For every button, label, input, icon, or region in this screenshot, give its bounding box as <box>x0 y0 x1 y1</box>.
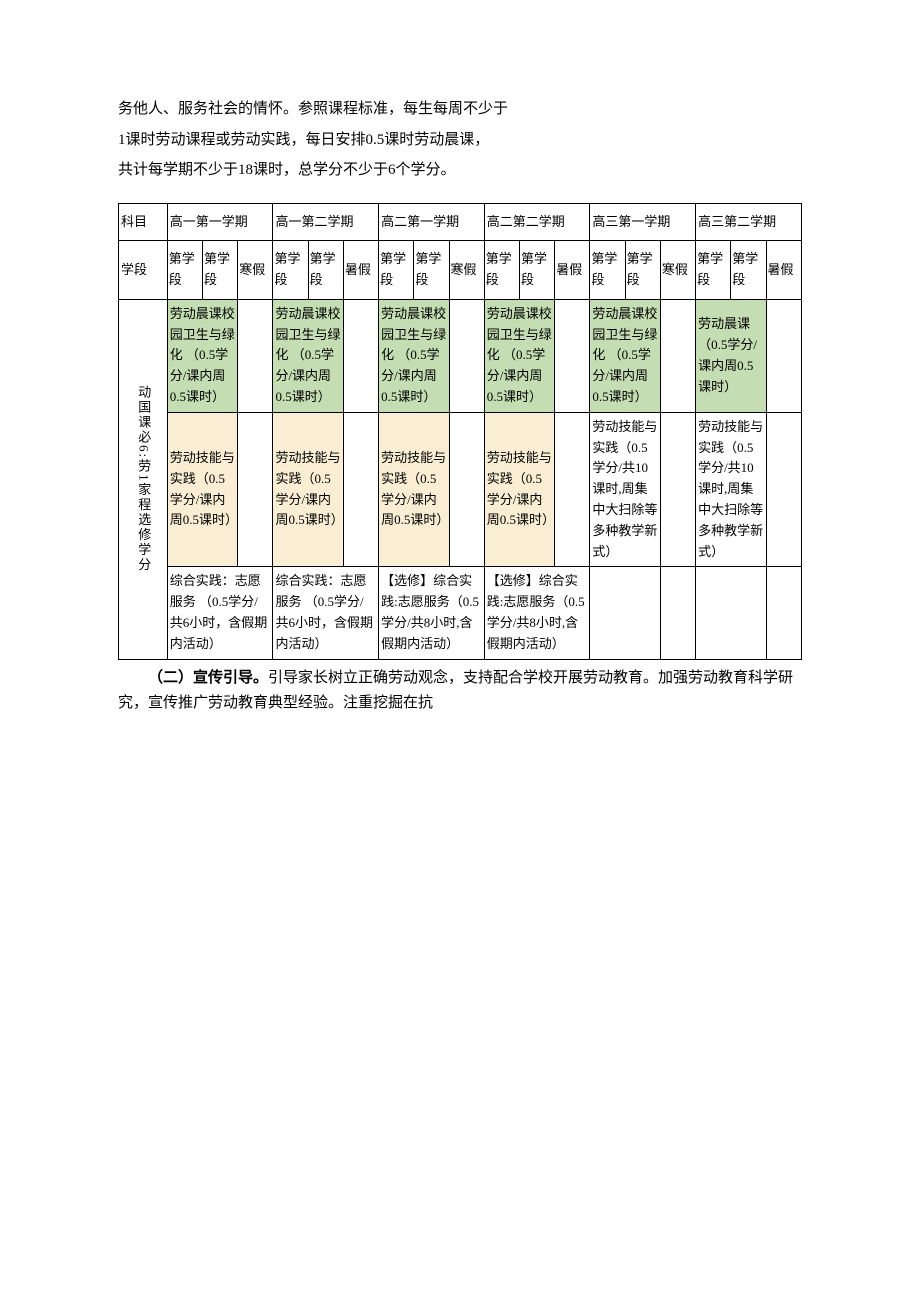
cell-empty <box>590 567 660 659</box>
footer-paragraph: （二）宣传引导。引导家长树立正确劳动观念，支持配合学校开展劳动教育。加强劳动教育… <box>118 666 802 717</box>
th-seg: 第学段 <box>379 241 414 300</box>
cell-morning: 劳动晨课校园卫生与绿化 （0.5学分/课内周0.5课时） <box>379 299 449 412</box>
th-winter: 寒假 <box>449 241 484 300</box>
th-summer: 暑假 <box>555 241 590 300</box>
intro-line-1: 务他人、服务社会的情怀。参照课程标准，每生每周不少于 <box>118 95 802 124</box>
cell-skills-alt: 劳动技能与实践（0.5学分/共10课时,周集中大扫除等多种教学新式） <box>590 412 660 567</box>
th-seg: 第学段 <box>414 241 449 300</box>
cell-empty <box>660 299 695 412</box>
th-seg: 第学段 <box>308 241 343 300</box>
th-seg: 第学段 <box>203 241 238 300</box>
cell-empty <box>555 299 590 412</box>
th-g2s1: 高二第一学期 <box>379 203 485 241</box>
th-seg: 第学段 <box>590 241 625 300</box>
cell-morning-last: 劳动晨课（0.5学分/课内周0.5课时） <box>696 299 766 412</box>
cell-empty <box>238 412 273 567</box>
cell-morning: 劳动晨课校园卫生与绿化 （0.5学分/课内周0.5课时） <box>590 299 660 412</box>
cell-volunteer: 综合实践：志愿服务 （0.5学分/共6小时，含假期内活动） <box>167 567 273 659</box>
cell-empty <box>660 412 695 567</box>
cell-empty <box>696 567 766 659</box>
th-g3s2: 高三第二学期 <box>696 203 802 241</box>
row-label: 动国课必6:劳1家程选修学分 <box>119 299 168 659</box>
th-winter: 寒假 <box>238 241 273 300</box>
th-g1s2: 高一第二学期 <box>273 203 379 241</box>
row-morning-class: 动国课必6:劳1家程选修学分 劳动晨课校园卫生与绿化 （0.5学分/课内周0.5… <box>119 299 802 412</box>
th-seg: 第学段 <box>519 241 554 300</box>
cell-morning: 劳动晨课校园卫生与绿化 （0.5学分/课内周0.5课时） <box>484 299 554 412</box>
cell-empty <box>449 412 484 567</box>
cell-empty <box>766 299 802 412</box>
th-winter: 寒假 <box>660 241 695 300</box>
intro-text: 务他人、服务社会的情怀。参照课程标准，每生每周不少于 1课时劳动课程或劳动实践，… <box>118 95 802 185</box>
th-g3s1: 高三第一学期 <box>590 203 696 241</box>
th-summer: 暑假 <box>343 241 378 300</box>
cell-skills: 劳动技能与实践（0.5学分/课内周0.5课时） <box>379 412 449 567</box>
th-seg: 第学段 <box>731 241 766 300</box>
intro-line-3: 共计每学期不少于18课时，总学分不少于6个学分。 <box>118 156 802 185</box>
row-volunteer: 综合实践：志愿服务 （0.5学分/共6小时，含假期内活动） 综合实践：志愿服务 … <box>119 567 802 659</box>
th-seg: 第学段 <box>625 241 660 300</box>
cell-empty <box>343 299 378 412</box>
curriculum-table: 科目 高一第一学期 高一第二学期 高二第一学期 高二第二学期 高三第一学期 高三… <box>118 203 802 660</box>
cell-skills-alt: 劳动技能与实践（0.5学分/共10课时,周集中大扫除等多种教学新式） <box>696 412 766 567</box>
intro-line-2: 1课时劳动课程或劳动实践，每日安排0.5课时劳动晨课， <box>118 126 802 155</box>
th-summer: 暑假 <box>766 241 802 300</box>
th-seg: 第学段 <box>273 241 308 300</box>
cell-skills: 劳动技能与实践（0.5学分/课内周0.5课时） <box>167 412 237 567</box>
th-g1s1: 高一第一学期 <box>167 203 273 241</box>
th-seg: 第学段 <box>484 241 519 300</box>
cell-empty <box>766 412 802 567</box>
cell-empty <box>555 412 590 567</box>
cell-morning: 劳动晨课校园卫生与绿化 （0.5学分/课内周0.5课时） <box>167 299 237 412</box>
footer-heading: （二）宣传引导。 <box>148 670 268 686</box>
th-period: 学段 <box>119 241 168 300</box>
th-seg: 第学段 <box>696 241 731 300</box>
header-row-1: 科目 高一第一学期 高一第二学期 高二第一学期 高二第二学期 高三第一学期 高三… <box>119 203 802 241</box>
header-row-2: 学段 第学段 第学段 寒假 第学段 第学段 暑假 第学段 第学段 寒假 第学段 … <box>119 241 802 300</box>
cell-skills: 劳动技能与实践（0.5学分/课内周0.5课时） <box>484 412 554 567</box>
th-g2s2: 高二第二学期 <box>484 203 590 241</box>
cell-volunteer-elective: 【选修】综合实践:志愿服务（0.5学分/共8小时,含假期内活动） <box>484 567 590 659</box>
cell-empty <box>766 567 802 659</box>
cell-morning: 劳动晨课校园卫生与绿化 （0.5学分/课内周0.5课时） <box>273 299 343 412</box>
cell-skills: 劳动技能与实践（0.5学分/课内周0.5课时） <box>273 412 343 567</box>
cell-empty <box>449 299 484 412</box>
cell-empty <box>343 412 378 567</box>
cell-empty <box>238 299 273 412</box>
cell-empty <box>660 567 695 659</box>
cell-volunteer-elective: 【选修】综合实践:志愿服务（0.5学分/共8小时,含假期内活动） <box>379 567 485 659</box>
cell-volunteer: 综合实践：志愿服务 （0.5学分/共6小时，含假期内活动） <box>273 567 379 659</box>
th-seg: 第学段 <box>167 241 202 300</box>
row-skills: 劳动技能与实践（0.5学分/课内周0.5课时） 劳动技能与实践（0.5学分/课内… <box>119 412 802 567</box>
th-subject: 科目 <box>119 203 168 241</box>
